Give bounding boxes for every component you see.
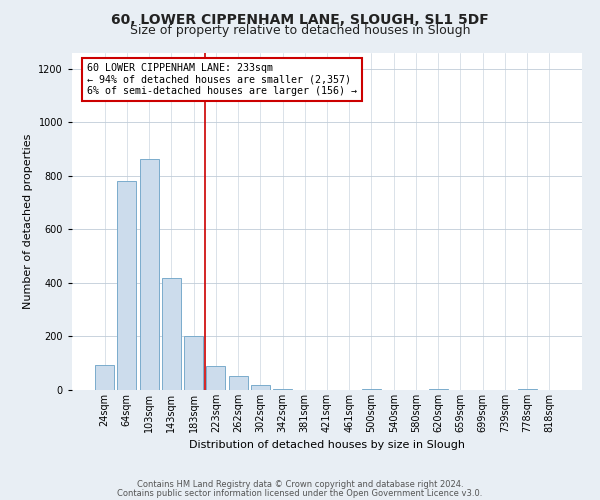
Text: 60 LOWER CIPPENHAM LANE: 233sqm
← 94% of detached houses are smaller (2,357)
6% : 60 LOWER CIPPENHAM LANE: 233sqm ← 94% of… — [88, 62, 358, 96]
Text: 60, LOWER CIPPENHAM LANE, SLOUGH, SL1 5DF: 60, LOWER CIPPENHAM LANE, SLOUGH, SL1 5D… — [111, 12, 489, 26]
Bar — [251, 384, 270, 390]
Text: Size of property relative to detached houses in Slough: Size of property relative to detached ho… — [130, 24, 470, 37]
X-axis label: Distribution of detached houses by size in Slough: Distribution of detached houses by size … — [189, 440, 465, 450]
Text: Contains HM Land Registry data © Crown copyright and database right 2024.: Contains HM Land Registry data © Crown c… — [137, 480, 463, 489]
Bar — [429, 388, 448, 390]
Bar — [206, 366, 225, 390]
Bar — [362, 388, 381, 390]
Bar — [184, 336, 203, 390]
Bar — [518, 388, 536, 390]
Bar — [95, 364, 114, 390]
Bar — [162, 278, 181, 390]
Text: Contains public sector information licensed under the Open Government Licence v3: Contains public sector information licen… — [118, 488, 482, 498]
Bar — [118, 181, 136, 390]
Y-axis label: Number of detached properties: Number of detached properties — [23, 134, 33, 309]
Bar — [229, 376, 248, 390]
Bar — [140, 159, 158, 390]
Bar — [273, 388, 292, 390]
